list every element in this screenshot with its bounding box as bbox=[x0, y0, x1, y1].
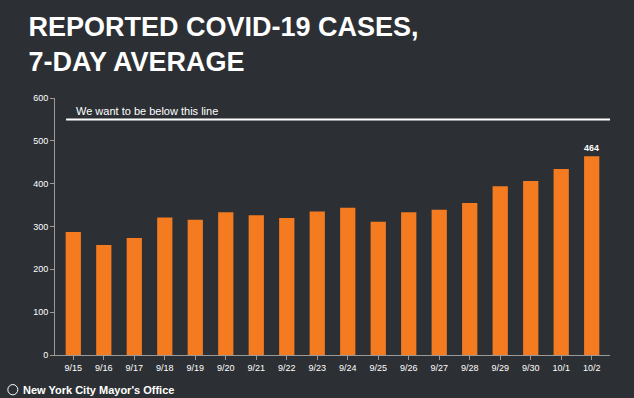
svg-text:9/26: 9/26 bbox=[400, 363, 418, 373]
svg-text:9/17: 9/17 bbox=[126, 363, 144, 373]
svg-text:200: 200 bbox=[33, 264, 48, 274]
svg-text:We want to be below this line: We want to be below this line bbox=[76, 105, 218, 117]
svg-text:9/30: 9/30 bbox=[522, 363, 540, 373]
svg-text:New York City Mayor's Office: New York City Mayor's Office bbox=[23, 384, 174, 396]
svg-text:100: 100 bbox=[33, 307, 48, 317]
svg-text:10/2: 10/2 bbox=[583, 363, 601, 373]
svg-text:9/25: 9/25 bbox=[369, 363, 387, 373]
svg-text:9/18: 9/18 bbox=[156, 363, 174, 373]
svg-text:500: 500 bbox=[33, 136, 48, 146]
svg-text:9/27: 9/27 bbox=[430, 363, 448, 373]
svg-text:9/24: 9/24 bbox=[339, 363, 357, 373]
svg-text:600: 600 bbox=[33, 93, 48, 103]
svg-text:9/21: 9/21 bbox=[247, 363, 265, 373]
svg-text:REPORTED COVID-19 CASES,7-DAY: REPORTED COVID-19 CASES,7-DAY AVERAGE bbox=[29, 12, 419, 77]
svg-text:10/1: 10/1 bbox=[552, 363, 570, 373]
svg-text:9/20: 9/20 bbox=[217, 363, 235, 373]
svg-text:400: 400 bbox=[33, 179, 48, 189]
svg-text:9/19: 9/19 bbox=[187, 363, 205, 373]
svg-text:9/23: 9/23 bbox=[308, 363, 326, 373]
svg-text:9/28: 9/28 bbox=[461, 363, 479, 373]
svg-text:9/22: 9/22 bbox=[278, 363, 296, 373]
svg-text:0: 0 bbox=[43, 350, 48, 360]
svg-text:9/15: 9/15 bbox=[65, 363, 83, 373]
svg-text:9/16: 9/16 bbox=[95, 363, 113, 373]
svg-text:300: 300 bbox=[33, 222, 48, 232]
svg-text:9/29: 9/29 bbox=[491, 363, 509, 373]
svg-text:464: 464 bbox=[584, 143, 599, 153]
